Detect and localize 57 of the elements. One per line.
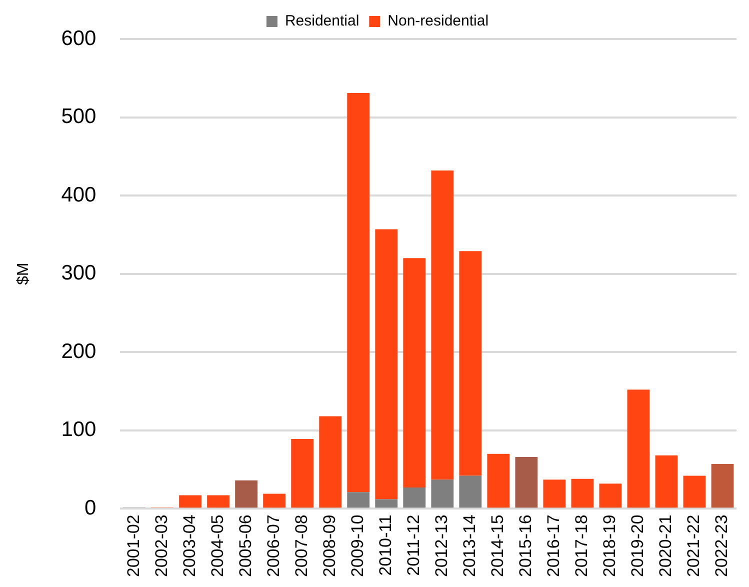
bar [431, 480, 454, 508]
y-tick-label: 100 [61, 418, 96, 442]
legend-label: Non-residential [388, 12, 489, 30]
x-tick-label: 2009-10 [348, 514, 368, 577]
x-tick-label: 2019-20 [628, 514, 648, 577]
x-tick-label: 2003-04 [180, 514, 199, 577]
x-tick-label: 2021-22 [684, 514, 704, 577]
x-tick-label: 2006-07 [264, 514, 283, 577]
x-tick-label: 2001-02 [124, 514, 143, 577]
bar [487, 454, 510, 508]
bar [599, 484, 622, 508]
bar [319, 416, 342, 508]
bar [655, 455, 678, 508]
bar [431, 170, 454, 480]
bar [235, 480, 258, 508]
bar [403, 258, 426, 488]
x-tick-label: 2007-08 [292, 514, 312, 577]
bar [515, 456, 538, 508]
y-tick-label: 0 [84, 496, 96, 520]
bar [459, 476, 482, 508]
x-tick-label: 2016-17 [544, 514, 564, 577]
x-tick-label: 2012-13 [432, 514, 452, 577]
y-tick-label: 200 [61, 340, 96, 363]
x-tick-label: 2010-11 [376, 514, 396, 576]
x-tick-label: 2020-21 [656, 514, 676, 577]
bar [375, 229, 398, 500]
bar [627, 390, 650, 508]
bar [571, 478, 594, 508]
bar [375, 499, 398, 508]
x-tick-label: 2011-12 [404, 514, 424, 576]
bar [179, 495, 202, 508]
y-tick-label: 400 [61, 183, 96, 206]
x-tick-label: 2018-19 [600, 514, 620, 577]
x-tick-label: 2008-09 [320, 514, 340, 577]
bar [459, 251, 482, 476]
x-tick-label: 2005-06 [236, 514, 255, 577]
bar [711, 464, 734, 508]
x-tick-label: 2013-14 [460, 514, 480, 577]
bar [347, 93, 370, 492]
bar [683, 476, 706, 508]
x-tick-label: 2015-16 [516, 514, 536, 577]
bar [403, 487, 426, 508]
bar [543, 480, 566, 508]
x-tick-label: 2004-05 [208, 514, 227, 577]
x-tick-label: 2017-18 [572, 514, 592, 577]
bar [207, 495, 230, 508]
x-tick-label: 2022-23 [712, 514, 732, 577]
x-tick-label: 2002-03 [152, 514, 171, 577]
bar [263, 494, 286, 508]
x-tick-label: 2014-15 [488, 514, 508, 577]
bar [347, 492, 370, 508]
y-axis-title: $M [15, 262, 32, 285]
y-tick-label: 500 [61, 105, 96, 128]
y-tick-label: 300 [61, 262, 96, 285]
bar [291, 438, 314, 508]
y-tick-label: 600 [61, 26, 96, 50]
legend-label: Residential [284, 12, 360, 30]
